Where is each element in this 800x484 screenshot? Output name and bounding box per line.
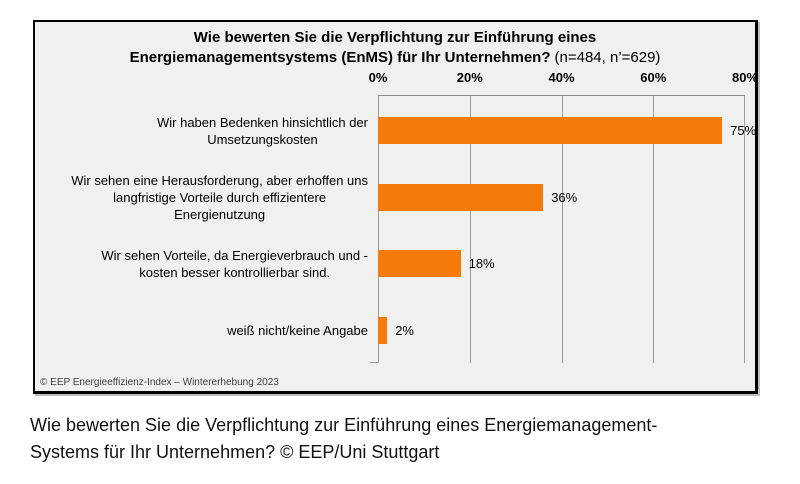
chart-source-credit: © EEP Energieeffizienz-Index – Wintererh… (40, 377, 279, 388)
category-label: Wir sehen Vorteile, da Energieverbrauch … (39, 231, 368, 297)
plot-area (370, 95, 745, 363)
bar-area: 18% (378, 231, 757, 297)
value-label: 75% (730, 123, 757, 138)
bar-challenge (378, 183, 544, 211)
x-tick-0: 0% (368, 70, 388, 85)
x-tick-40: 40% (548, 70, 575, 85)
bar-area: 2% (378, 297, 757, 363)
category-label: weiß nicht/keine Angabe (39, 297, 368, 363)
bar-costs (378, 117, 723, 144)
gridline-0 (370, 96, 379, 363)
gridline-60 (653, 96, 655, 363)
x-tick-60: 60% (640, 70, 667, 85)
x-tick-80: 80% (731, 70, 759, 85)
bar-row-benefits: Wir sehen Vorteile, da Energieverbrauch … (39, 231, 757, 297)
value-label: 36% (551, 189, 578, 205)
chart-title-line1: Wie bewerten Sie die Verpflichtung zur E… (193, 29, 597, 46)
bar-row-challenge: Wir sehen eine Herausforderung, aber erh… (39, 164, 757, 230)
bar-row-no-answer: weiß nicht/keine Angabe 2% (39, 297, 757, 363)
category-label: Wir sehen eine Herausforderung, aber erh… (39, 164, 368, 230)
chart-title-sample-note: (n=484, n’=629) (554, 49, 661, 66)
bar-benefits (378, 250, 461, 277)
category-label-text: Wir sehen eine Herausforderung, aber erh… (71, 172, 368, 222)
category-label-text: weiß nicht/keine Angabe (227, 322, 368, 338)
value-label: 18% (468, 256, 495, 271)
x-tick-20: 20% (456, 70, 483, 85)
chart-title-line2: Energiemanagementsystems (EnMS) für Ihr … (129, 49, 551, 66)
bar-area: 75% (378, 98, 757, 164)
gridline-80 (744, 96, 745, 363)
category-label: Wir haben Bedenken hinsichtlich der Umse… (39, 98, 368, 164)
category-axis-tick (370, 362, 378, 363)
gridline-40 (561, 96, 563, 363)
value-label: 2% (395, 322, 414, 338)
bar-no-answer (378, 316, 388, 344)
chart-title: Wie bewerten Sie die Verpflichtung zur E… (35, 28, 755, 68)
gridline-20 (469, 96, 471, 363)
bar-row-costs: Wir haben Bedenken hinsichtlich der Umse… (39, 98, 757, 164)
figure-caption: Wie bewerten Sie die Verpflichtung zur E… (30, 415, 658, 462)
bar-area: 36% (378, 164, 757, 230)
category-label-text: Wir sehen Vorteile, da Energieverbrauch … (101, 247, 368, 280)
category-label-text: Wir haben Bedenken hinsichtlich der Umse… (156, 114, 368, 147)
survey-bar-chart: Wie bewerten Sie die Verpflichtung zur E… (33, 20, 758, 394)
